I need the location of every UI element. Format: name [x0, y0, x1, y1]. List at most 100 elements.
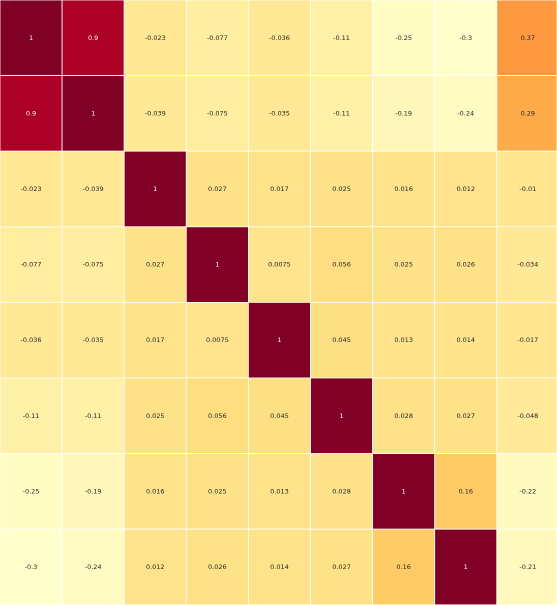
heatmap-cell-r0-c2	[123, 0, 187, 76]
heatmap-cell-r6-c2	[123, 453, 187, 530]
heatmap-cell-label-r0-c3: -0.077	[207, 34, 228, 42]
heatmap-cell-label-r4-c8: -0.017	[517, 336, 538, 344]
heatmap-cell-label-r3-c3: 1	[215, 261, 219, 269]
heatmap-cell-r4-c8	[496, 301, 557, 379]
heatmap-cell-label-r0-c8: 0.37	[521, 34, 535, 42]
heatmap-cell-r3-c2	[123, 226, 187, 303]
heatmap-cell-label-r4-c0: -0.036	[21, 336, 42, 344]
heatmap-cell-label-r5-c2: 0.025	[146, 412, 165, 420]
heatmap-cell-label-r7-c6: 0.16	[396, 563, 410, 571]
heatmap-cell-r6-c3	[185, 453, 249, 530]
heatmap-cell-label-r7-c3: 0.026	[208, 563, 227, 571]
heatmap-cell-r0-c5	[310, 0, 373, 76]
heatmap-cell-r2-c6	[372, 150, 436, 228]
heatmap-cell-label-r1-c2: -0.039	[145, 109, 166, 117]
heatmap-cell-label-r1-c5: -0.11	[333, 109, 350, 117]
heatmap-cell-label-r6-c3: 0.025	[208, 487, 227, 495]
heatmap-cell-r0-c1	[61, 0, 125, 76]
heatmap-cell-label-r0-c2: -0.023	[145, 34, 166, 42]
heatmap-cell-label-r3-c1: -0.075	[83, 261, 104, 269]
heatmap-cell-label-r5-c8: -0.048	[517, 412, 538, 420]
heatmap-cell-label-r1-c0: 0.9	[26, 109, 36, 117]
heatmap-cell-label-r4-c4: 1	[277, 336, 281, 344]
heatmap-cell-r3-c1	[61, 226, 125, 303]
heatmap-cell-label-r4-c7: 0.014	[456, 336, 475, 344]
heatmap-cell-r1-c5	[310, 75, 373, 152]
heatmap-cell-r6-c6	[372, 453, 436, 530]
heatmap-cell-label-r1-c3: -0.075	[207, 109, 228, 117]
heatmap-cell-r0-c7	[434, 0, 498, 76]
heatmap-cell-label-r2-c6: 0.016	[394, 185, 413, 193]
heatmap-cell-r1-c3	[185, 75, 249, 152]
heatmap-cell-label-r3-c2: 0.027	[146, 261, 165, 269]
heatmap-cell-label-r2-c7: 0.012	[456, 185, 475, 193]
heatmap-cell-r6-c8	[496, 453, 557, 530]
heatmap-cell-r3-c8	[496, 226, 557, 303]
heatmap-cell-label-r3-c4: 0.0075	[268, 261, 291, 269]
heatmap-cell-label-r6-c5: 0.028	[332, 487, 351, 495]
heatmap-cell-r4-c7	[434, 301, 498, 379]
heatmap-cell-r7-c4	[247, 528, 311, 605]
heatmap-cell-r0-c3	[185, 0, 249, 76]
heatmap-cell-r4-c5	[310, 301, 373, 379]
heatmap-cell-r2-c8	[496, 150, 557, 228]
heatmap-cell-label-r5-c6: 0.028	[394, 412, 413, 420]
heatmap-cell-label-r0-c5: -0.11	[333, 34, 350, 42]
heatmap-cell-r5-c8	[496, 377, 557, 454]
heatmap-cell-label-r1-c8: 0.29	[521, 109, 535, 117]
heatmap-cell-r6-c7	[434, 453, 498, 530]
heatmap-cell-label-r5-c5: 1	[339, 412, 343, 420]
heatmap-cell-label-r7-c1: -0.24	[85, 563, 102, 571]
heatmap-cell-r5-c3	[185, 377, 249, 454]
heatmap-cell-r0-c0	[0, 0, 63, 76]
heatmap-cell-label-r5-c1: -0.11	[85, 412, 102, 420]
heatmap-cell-r4-c6	[372, 301, 436, 379]
heatmap-cell-label-r2-c1: -0.039	[83, 185, 104, 193]
heatmap-cell-r1-c2	[123, 75, 187, 152]
heatmap-cell-r1-c1	[61, 75, 125, 152]
heatmap-cell-r3-c7	[434, 226, 498, 303]
heatmap-cell-r5-c1	[61, 377, 125, 454]
heatmap-cell-label-r5-c7: 0.027	[456, 412, 475, 420]
heatmap-cell-r4-c2	[123, 301, 187, 379]
heatmap-cell-label-r3-c7: 0.026	[456, 261, 475, 269]
heatmap-cell-label-r7-c4: 0.014	[270, 563, 289, 571]
heatmap-cell-r3-c5	[310, 226, 373, 303]
heatmap-cell-label-r7-c2: 0.012	[146, 563, 165, 571]
heatmap-cell-r2-c0	[0, 150, 63, 228]
heatmap-cell-r5-c2	[123, 377, 187, 454]
heatmap-cell-label-r4-c5: 0.045	[332, 336, 351, 344]
heatmap-cell-label-r2-c0: -0.023	[21, 185, 42, 193]
heatmap-cell-r1-c7	[434, 75, 498, 152]
heatmap-cell-label-r5-c0: -0.11	[23, 412, 40, 420]
heatmap-cell-r4-c3	[185, 301, 249, 379]
heatmap-cell-r1-c0	[0, 75, 63, 152]
heatmap-cell-label-r3-c8: -0.034	[517, 261, 538, 269]
heatmap-cell-label-r2-c8: -0.01	[519, 185, 536, 193]
heatmap-cell-r7-c6	[372, 528, 436, 605]
heatmap-cell-label-r0-c4: -0.036	[269, 34, 290, 42]
heatmap-cell-label-r6-c8: -0.22	[519, 487, 536, 495]
heatmap-cell-label-r6-c4: 0.013	[270, 487, 289, 495]
heatmap-cell-label-r0-c0: 1	[29, 34, 33, 42]
heatmap-cell-label-r7-c7: 1	[464, 563, 468, 571]
heatmap-cell-r2-c4	[247, 150, 311, 228]
heatmap-cell-r2-c3	[185, 150, 249, 228]
heatmap-cell-r2-c2	[123, 150, 187, 228]
heatmap-cell-r7-c5	[310, 528, 373, 605]
heatmap-cell-r2-c1	[61, 150, 125, 228]
heatmap-cell-label-r0-c1: 0.9	[88, 34, 98, 42]
heatmap-cell-label-r7-c8: -0.21	[519, 563, 536, 571]
heatmap-cell-label-r2-c2: 1	[153, 185, 157, 193]
heatmap-cell-label-r6-c2: 0.016	[146, 487, 165, 495]
heatmap-cell-label-r0-c7: -0.3	[459, 34, 472, 42]
heatmap-cell-label-r6-c0: -0.25	[23, 487, 40, 495]
heatmap-cell-label-r5-c4: 0.045	[270, 412, 289, 420]
heatmap-cell-r4-c0	[0, 301, 63, 379]
heatmap-cell-r7-c0	[0, 528, 63, 605]
heatmap-cell-label-r7-c5: 0.027	[332, 563, 351, 571]
heatmap-cell-label-r2-c3: 0.027	[208, 185, 227, 193]
heatmap-cell-r6-c4	[247, 453, 311, 530]
heatmap-cell-label-r0-c6: -0.25	[395, 34, 412, 42]
